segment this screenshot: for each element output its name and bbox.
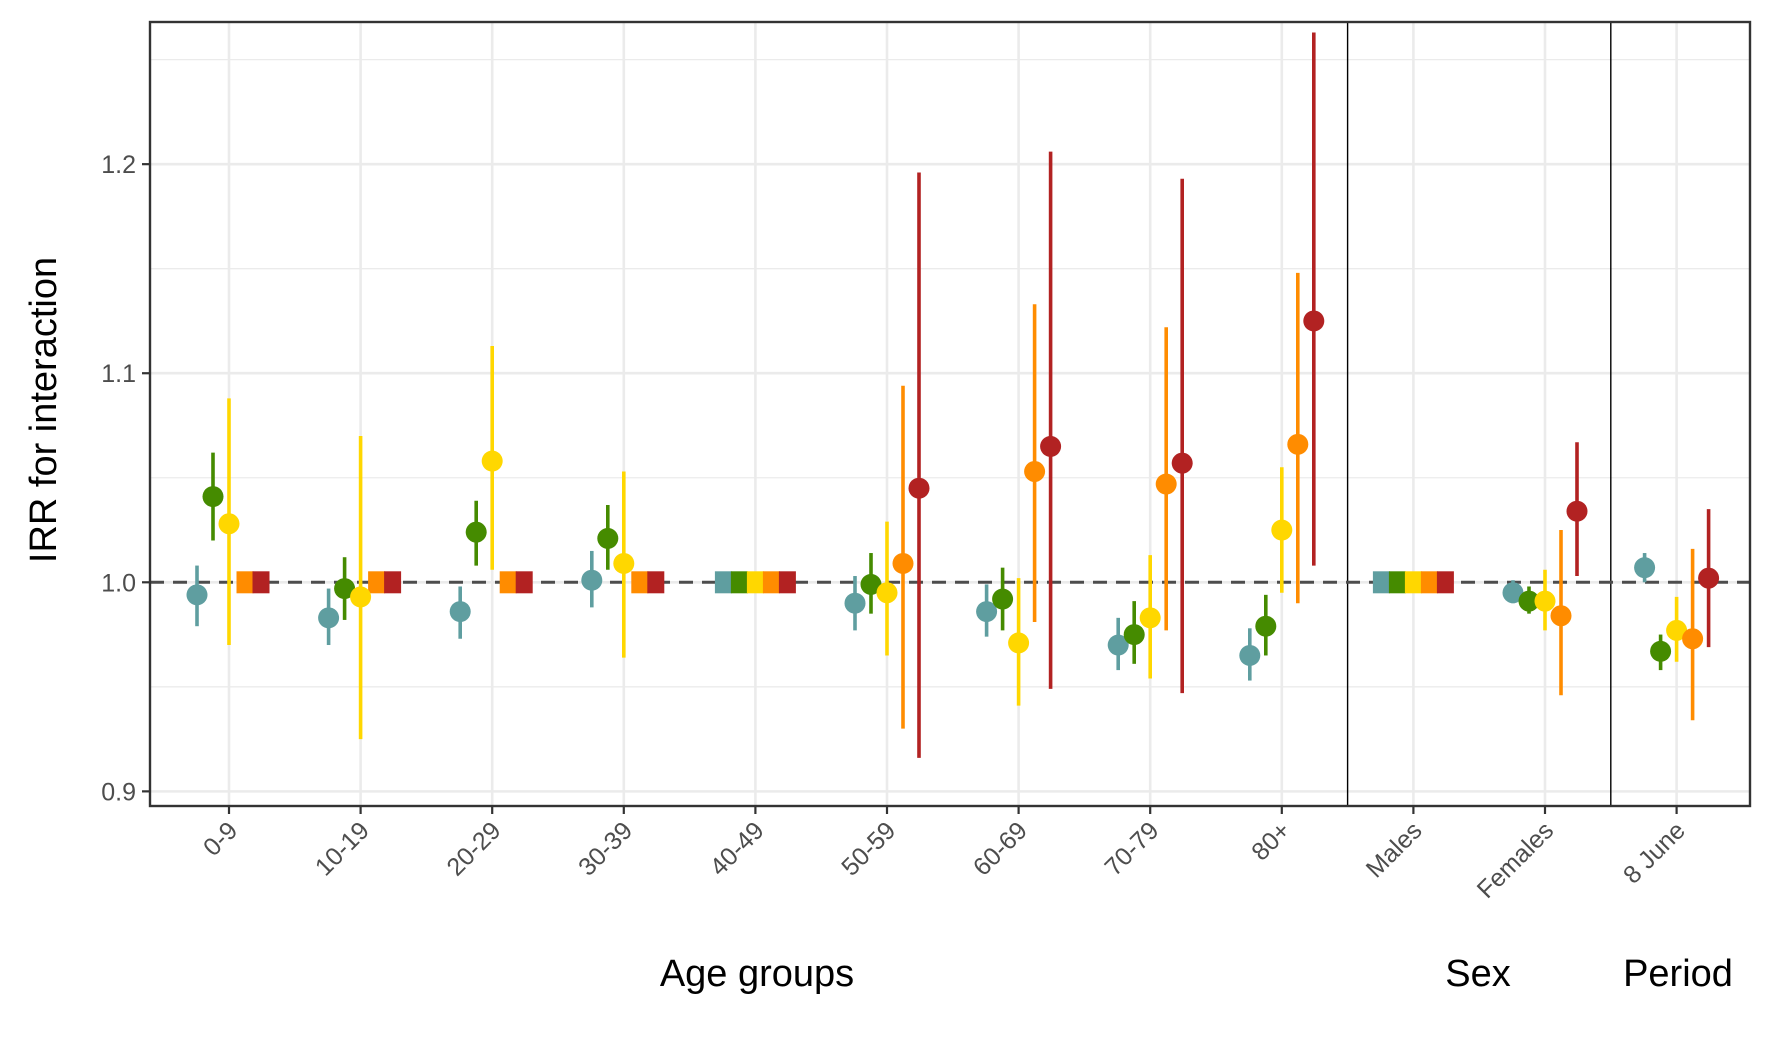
point-80-s4 [1303, 310, 1325, 332]
reference-marker-30-39-s3 [631, 571, 649, 594]
point-20-29-s0 [449, 601, 471, 623]
point-50-59-s4 [908, 477, 930, 499]
point-70-79-s0 [1107, 634, 1129, 656]
reference-marker-0-9-s3 [236, 571, 254, 594]
point-30-39-s0 [581, 569, 603, 591]
point-50-59-s2 [876, 582, 898, 604]
point-30-39-s1 [597, 527, 619, 549]
reference-marker-males-s4 [1436, 571, 1454, 594]
reference-marker-10-19-s3 [368, 571, 386, 594]
point-0-9-s2 [218, 513, 240, 535]
point-0-9-s1 [202, 486, 224, 508]
reference-marker-40-49-s1 [730, 571, 748, 594]
y-tick-label: 1.0 [101, 569, 136, 597]
y-tick-label: 1.2 [101, 151, 136, 179]
reference-marker-10-19-s4 [384, 571, 402, 594]
point-20-29-s2 [481, 450, 503, 472]
reference-marker-40-49-s4 [778, 571, 796, 594]
point-8-june-s4 [1698, 567, 1720, 589]
point-50-59-s1 [860, 573, 882, 595]
point-10-19-s0 [318, 607, 340, 629]
point-8-june-s3 [1682, 628, 1704, 650]
reference-marker-30-39-s4 [647, 571, 665, 594]
point-70-79-s3 [1155, 473, 1177, 495]
group-label-period: Period [1623, 953, 1733, 995]
point-50-59-s3 [892, 552, 914, 574]
data-marks [186, 32, 1720, 758]
point-80-s0 [1239, 644, 1261, 666]
point-60-69-s4 [1040, 435, 1062, 457]
point-10-19-s1 [334, 578, 356, 600]
point-30-39-s2 [613, 552, 635, 574]
point-females-s2 [1534, 590, 1556, 612]
reference-marker-males-s3 [1420, 571, 1438, 594]
y-tick-label: 1.1 [101, 360, 136, 388]
point-80-s1 [1255, 615, 1277, 637]
point-60-69-s3 [1024, 460, 1046, 482]
point-70-79-s4 [1171, 452, 1193, 474]
group-label-sex: Sex [1445, 953, 1510, 995]
group-label-age-groups: Age groups [660, 953, 854, 995]
reference-marker-0-9-s4 [252, 571, 270, 594]
point-20-29-s1 [465, 521, 487, 543]
reference-marker-males-s0 [1372, 571, 1390, 594]
reference-marker-20-29-s4 [515, 571, 533, 594]
point-60-69-s2 [1008, 632, 1030, 654]
point-females-s1 [1518, 590, 1540, 612]
point-females-s0 [1502, 582, 1524, 604]
point-60-69-s1 [992, 588, 1014, 610]
point-8-june-s2 [1666, 619, 1688, 641]
point-60-69-s0 [976, 601, 998, 623]
reference-marker-20-29-s3 [499, 571, 517, 594]
point-70-79-s1 [1123, 624, 1145, 646]
point-8-june-s0 [1634, 557, 1656, 579]
reference-marker-males-s2 [1404, 571, 1422, 594]
point-females-s3 [1550, 605, 1572, 627]
panel-border [148, 20, 1752, 808]
point-50-59-s0 [844, 592, 866, 614]
y-axis-label: IRR for interaction [23, 257, 65, 563]
y-tick-label: 0.9 [101, 778, 136, 806]
reference-marker-40-49-s2 [746, 571, 764, 594]
point-females-s4 [1566, 500, 1588, 522]
reference-marker-40-49-s3 [762, 571, 780, 594]
point-80-s3 [1287, 433, 1309, 455]
reference-marker-males-s1 [1388, 571, 1406, 594]
reference-marker-40-49-s0 [714, 571, 732, 594]
group-dividers [1346, 22, 1612, 806]
point-10-19-s2 [350, 586, 372, 608]
y-axis: 0.9 1.0 1.1 1.2 [101, 151, 150, 806]
point-0-9-s0 [186, 584, 208, 606]
point-8-june-s1 [1650, 640, 1672, 662]
point-70-79-s2 [1139, 607, 1161, 629]
point-80-s2 [1271, 519, 1293, 541]
